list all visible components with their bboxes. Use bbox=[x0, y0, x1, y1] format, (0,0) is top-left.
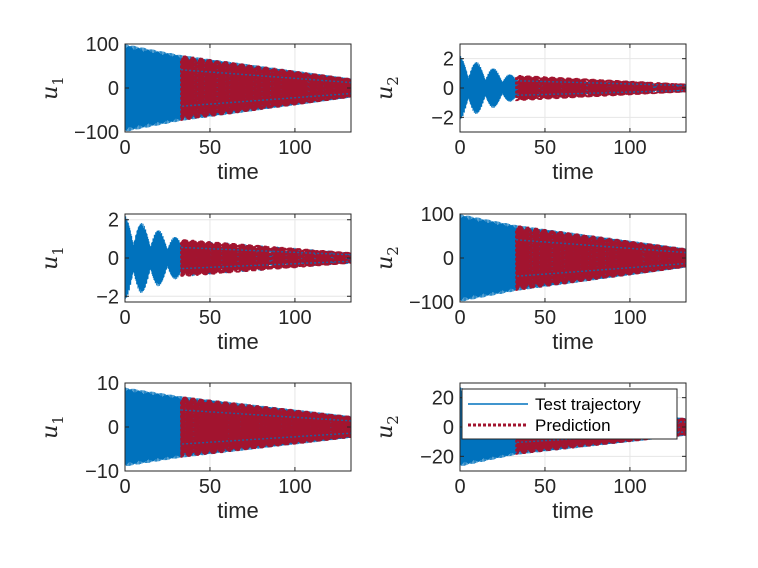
x-axis-label: time bbox=[217, 159, 259, 184]
x-axis-label: time bbox=[217, 329, 259, 354]
legend-test-label: Test trajectory bbox=[535, 395, 641, 414]
prediction-series bbox=[514, 225, 686, 291]
y-axis-label: u1 bbox=[38, 76, 67, 100]
legend-box bbox=[461, 388, 678, 440]
x-tick-label: 50 bbox=[199, 137, 221, 159]
prediction-series bbox=[179, 239, 351, 278]
y-tick-label: 0 bbox=[108, 417, 119, 439]
y-tick-label: −10 bbox=[85, 461, 119, 483]
x-tick-label: 100 bbox=[613, 137, 646, 159]
x-tick-label: 0 bbox=[454, 137, 465, 159]
test-series-overlay bbox=[181, 246, 351, 270]
y-axis-label: u1 bbox=[38, 246, 67, 270]
x-axis-label: time bbox=[217, 498, 259, 523]
y-tick-label: 100 bbox=[86, 34, 119, 56]
y-tick-label: 0 bbox=[443, 248, 454, 270]
y-tick-label: 10 bbox=[97, 373, 119, 395]
x-tick-label: 0 bbox=[119, 476, 130, 498]
test-series-overlay bbox=[516, 239, 686, 277]
y-tick-label: 100 bbox=[421, 204, 454, 226]
x-tick-label: 50 bbox=[199, 476, 221, 498]
prediction-series bbox=[179, 396, 351, 458]
y-axis-label: u2 bbox=[373, 246, 402, 270]
x-axis-label: time bbox=[552, 498, 594, 523]
x-tick-label: 50 bbox=[534, 137, 556, 159]
y-axis-label: u2 bbox=[373, 76, 402, 100]
y-tick-label: −100 bbox=[74, 122, 119, 144]
x-axis-label: time bbox=[552, 329, 594, 354]
x-tick-label: 0 bbox=[119, 307, 130, 329]
y-tick-label: −2 bbox=[431, 107, 454, 129]
y-tick-label: 20 bbox=[432, 388, 454, 410]
legend: Test trajectory Prediction bbox=[461, 388, 678, 440]
y-tick-label: −100 bbox=[409, 292, 454, 314]
y-tick-label: −2 bbox=[96, 286, 119, 308]
y-tick-label: 0 bbox=[108, 248, 119, 270]
x-tick-label: 100 bbox=[278, 137, 311, 159]
y-tick-label: 2 bbox=[108, 210, 119, 232]
x-tick-label: 100 bbox=[278, 307, 311, 329]
y-axis-label: u1 bbox=[38, 415, 67, 439]
x-tick-label: 100 bbox=[278, 476, 311, 498]
prediction-series bbox=[179, 55, 351, 121]
test-series-overlay bbox=[516, 80, 686, 96]
legend-prediction-label: Prediction bbox=[535, 416, 611, 435]
y-tick-label: −20 bbox=[420, 446, 454, 468]
x-tick-label: 0 bbox=[454, 307, 465, 329]
x-tick-label: 0 bbox=[454, 476, 465, 498]
x-tick-label: 0 bbox=[119, 137, 130, 159]
x-tick-label: 50 bbox=[199, 307, 221, 329]
y-tick-label: 2 bbox=[443, 49, 454, 71]
test-series-overlay bbox=[181, 69, 351, 107]
y-tick-label: 0 bbox=[443, 78, 454, 100]
y-tick-label: 0 bbox=[108, 78, 119, 100]
prediction-series bbox=[514, 74, 686, 102]
test-series-overlay bbox=[181, 409, 351, 445]
x-tick-label: 100 bbox=[613, 476, 646, 498]
x-axis-label: time bbox=[552, 159, 594, 184]
x-tick-label: 50 bbox=[534, 476, 556, 498]
x-tick-label: 100 bbox=[613, 307, 646, 329]
y-tick-label: 0 bbox=[443, 417, 454, 439]
y-axis-label: u2 bbox=[373, 415, 402, 439]
x-tick-label: 50 bbox=[534, 307, 556, 329]
